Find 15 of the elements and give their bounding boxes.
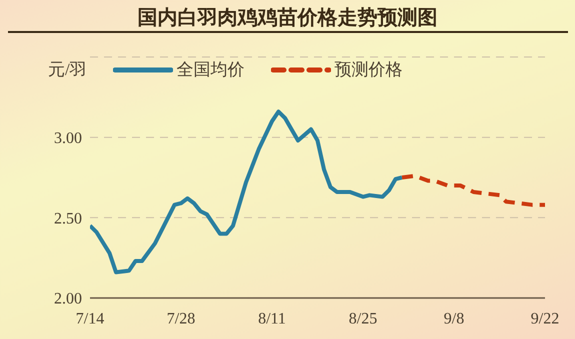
line-series <box>90 110 404 274</box>
y-axis-title: 元/羽 <box>48 59 87 81</box>
y-tick-label: 2.50 <box>54 210 82 228</box>
x-tick-label: 9/8 <box>444 310 464 328</box>
legend-label: 预测价格 <box>334 59 403 81</box>
x-tick-label: 8/11 <box>258 310 286 328</box>
x-tick-label: 7/14 <box>76 310 104 328</box>
y-tick-label: 2.00 <box>54 290 82 308</box>
line-series <box>400 174 545 207</box>
legend-label: 全国均价 <box>176 59 245 81</box>
x-tick-label: 8/25 <box>348 310 378 328</box>
x-tick-label: 7/28 <box>166 310 196 328</box>
chart-title: 国内白羽肉鸡鸡苗价格走势预测图 <box>136 6 438 31</box>
y-tick-label: 3.00 <box>54 130 82 148</box>
x-tick-label: 9/22 <box>530 310 560 328</box>
